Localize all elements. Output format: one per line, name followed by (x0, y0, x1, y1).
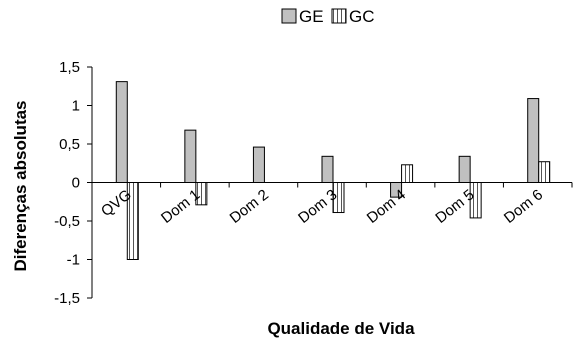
bars (115, 81, 551, 260)
x-axis-title: Qualidade de Vida (267, 319, 415, 338)
bar-ge (527, 98, 540, 183)
y-tick-label: 0,5 (59, 136, 80, 153)
y-tick-label: 1 (72, 98, 80, 115)
y-axis-title: Diferenças absolutas (11, 100, 30, 271)
bar-ge (252, 146, 265, 183)
legend-swatch-gc (331, 8, 347, 24)
x-tick-label: Dom 4 (364, 186, 409, 227)
y-tick-label: -1 (67, 252, 80, 269)
y-tick-label: -0,5 (54, 213, 80, 230)
legend: GE GC (281, 7, 375, 26)
y-axis: 1,5 1 0,5 0 -0,5 -1 -1,5 (54, 59, 93, 307)
x-tick-label: Dom 6 (501, 186, 546, 227)
legend-label-ge: GE (299, 7, 324, 26)
y-tick-label: -1,5 (54, 290, 80, 307)
bar-gc (538, 161, 551, 184)
y-tick-label: 1,5 (59, 59, 80, 76)
legend-swatch-ge (281, 8, 297, 24)
bar-gc (401, 164, 414, 183)
x-tick-label: Dom 2 (227, 186, 272, 227)
bar-ge (321, 155, 334, 184)
y-tick-label: 0 (72, 175, 80, 192)
x-axis: QVG Dom 1 Dom 2 Dom 3 Dom 4 Dom 5 Dom 6 (91, 182, 573, 227)
bar-ge (115, 81, 128, 183)
bar-ge (458, 155, 471, 184)
bar-ge (184, 129, 197, 183)
legend-label-gc: GC (349, 7, 375, 26)
x-tick-label: Dom 1 (158, 186, 203, 227)
